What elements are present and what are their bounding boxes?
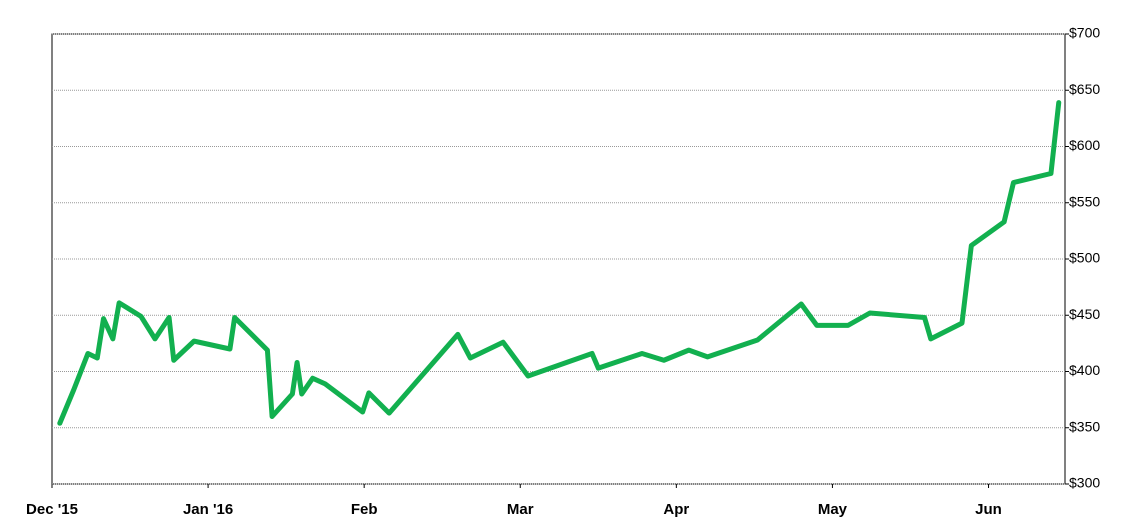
y-tick-label: $400 bbox=[1069, 362, 1100, 378]
x-tick-label: Feb bbox=[351, 501, 378, 518]
x-tick-label: Jan '16 bbox=[183, 501, 233, 518]
y-tick-label: $300 bbox=[1069, 475, 1100, 491]
y-tick-label: $700 bbox=[1069, 25, 1100, 41]
x-tick-label: Dec '15 bbox=[26, 501, 78, 518]
y-tick-label: $600 bbox=[1069, 137, 1100, 153]
x-tick-label: Jun bbox=[975, 501, 1002, 518]
y-tick-label: $450 bbox=[1069, 306, 1100, 322]
y-tick-label: $350 bbox=[1069, 418, 1100, 434]
x-tick-label: Apr bbox=[663, 501, 689, 518]
data-line bbox=[57, 100, 1062, 426]
y-tick-label: $550 bbox=[1069, 193, 1100, 209]
y-tick-label: $500 bbox=[1069, 250, 1100, 266]
x-tick-label: May bbox=[818, 501, 848, 518]
y-tick-label: $650 bbox=[1069, 81, 1100, 97]
x-tick-label: Mar bbox=[507, 501, 534, 518]
